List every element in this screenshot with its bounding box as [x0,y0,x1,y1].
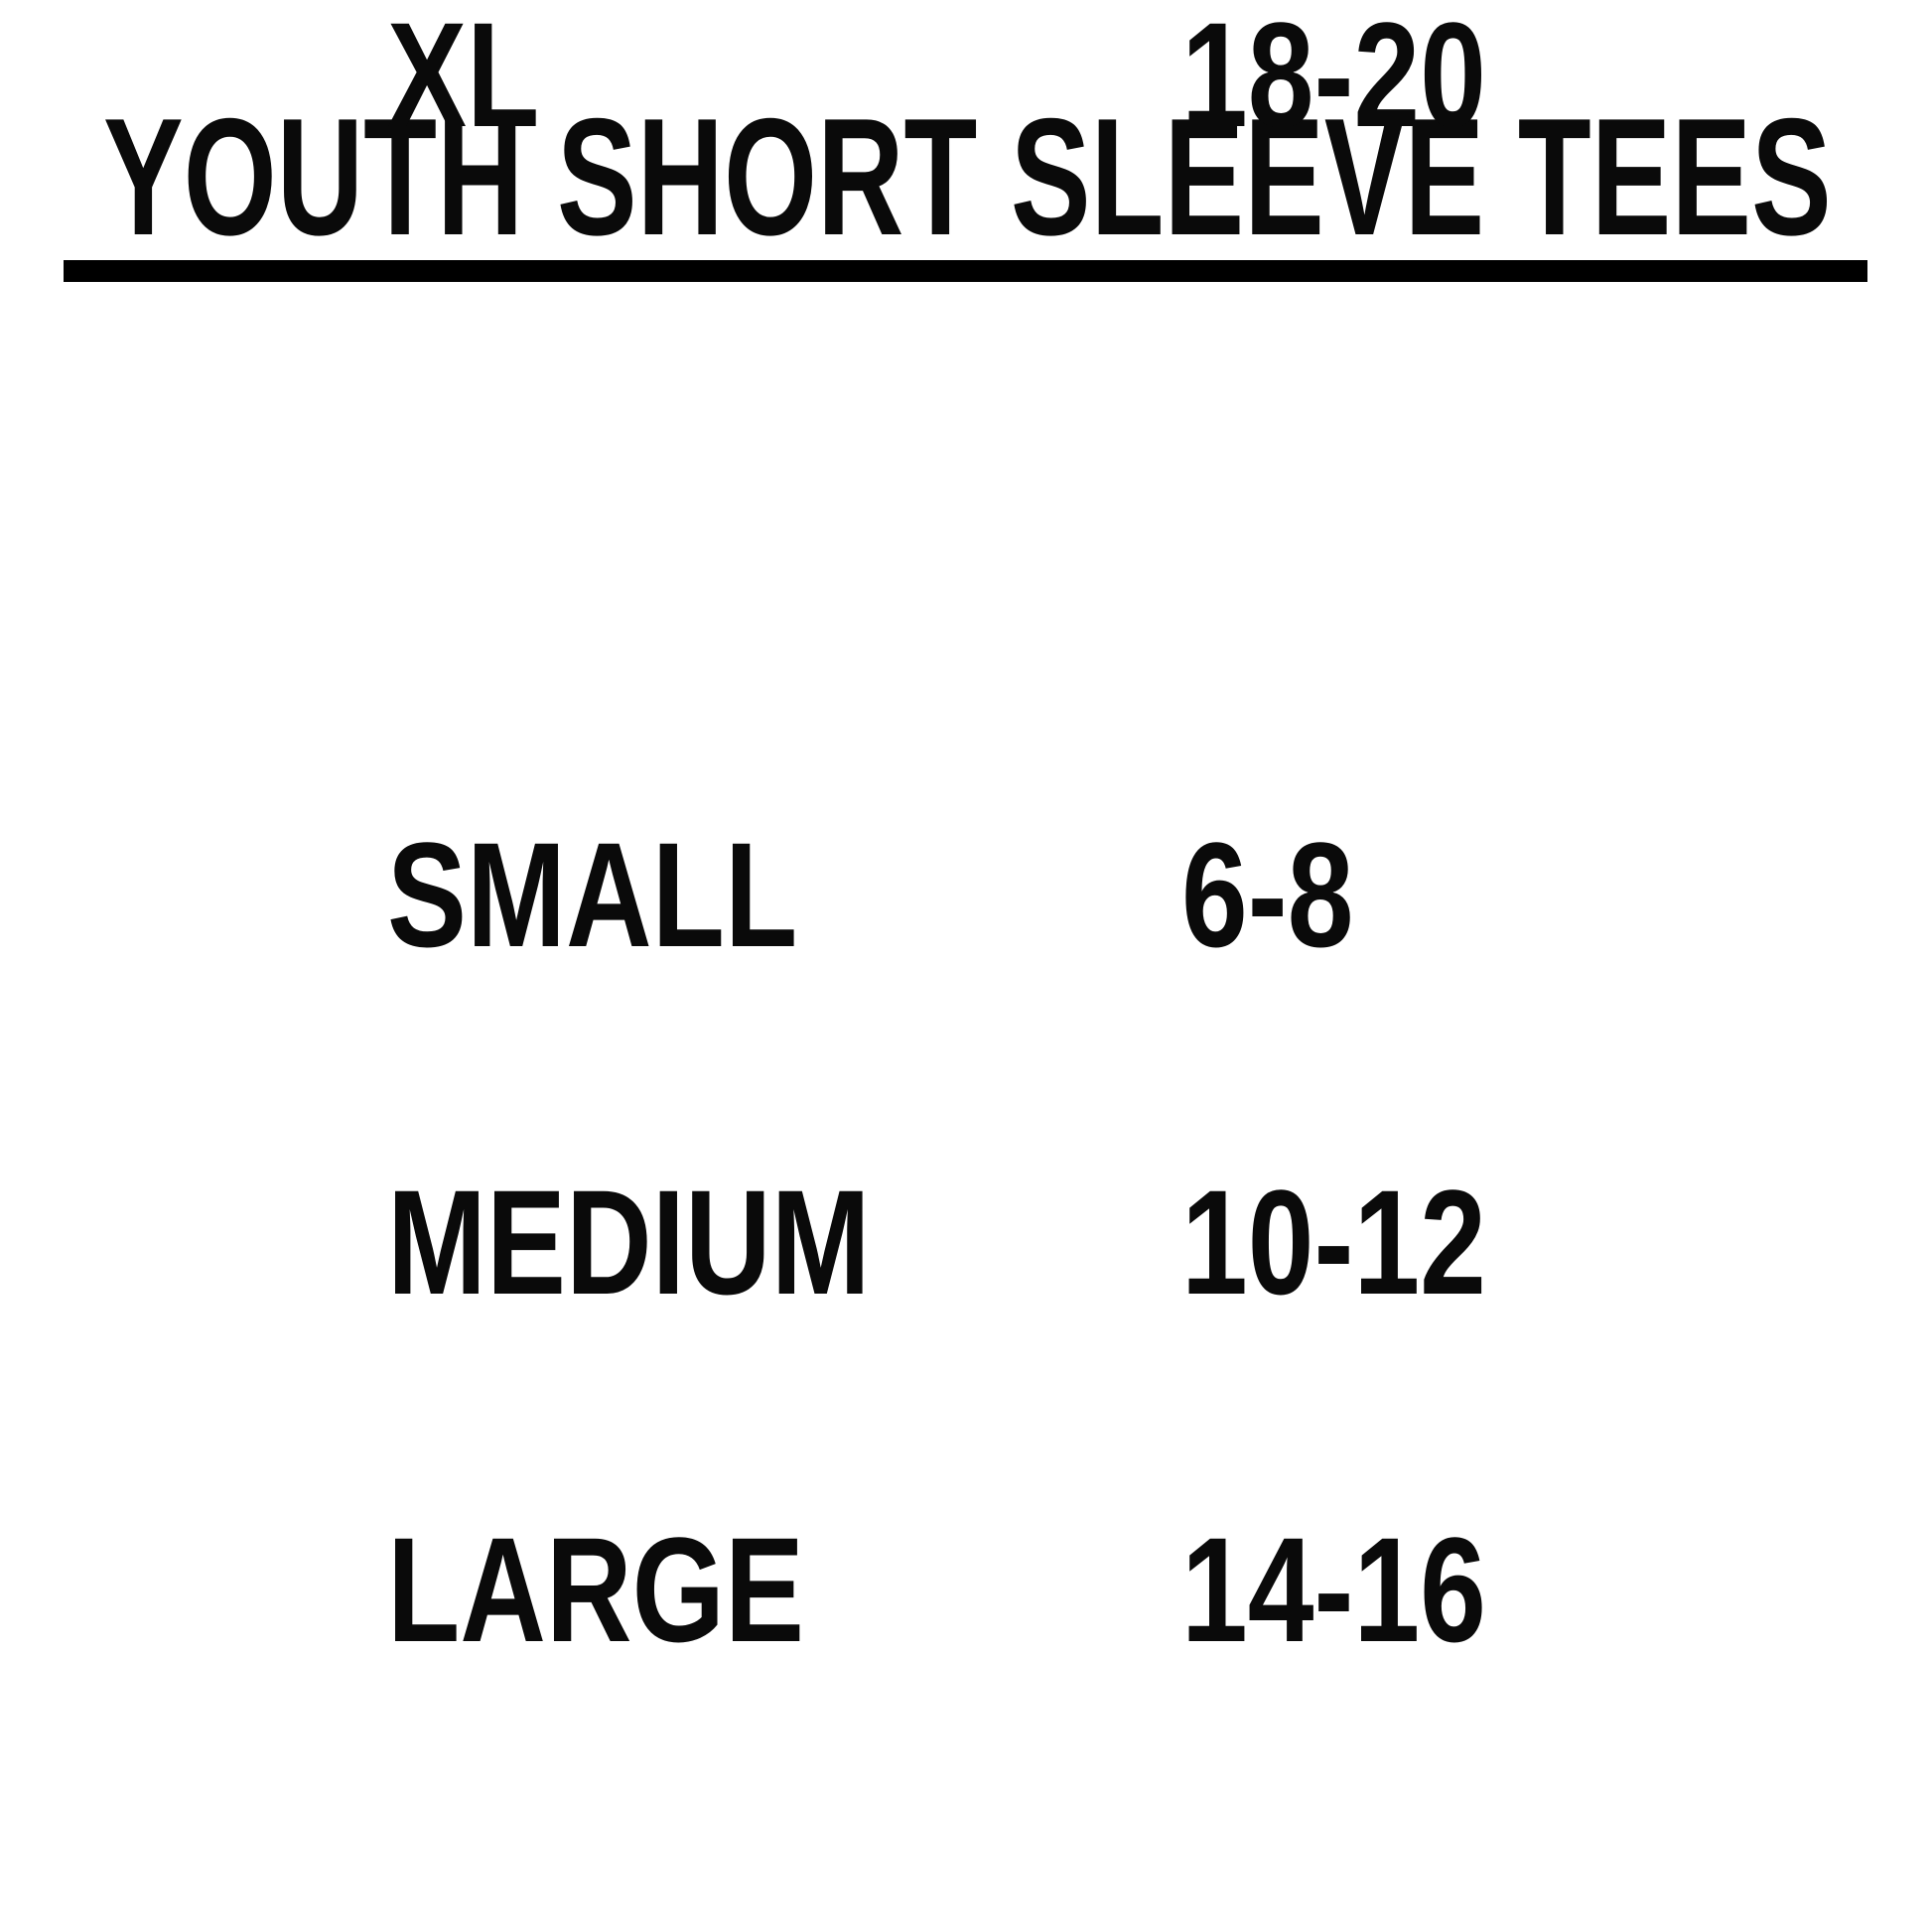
page-title: YOUTH SHORT SLEEVE TEES [103,83,1832,270]
size-label: MEDIUM [387,1159,871,1325]
size-row: LARGE 14-16 [0,1515,1932,1664]
size-range-value: 6-8 [1181,811,1354,978]
size-row: MEDIUM 10-12 [0,1168,1932,1316]
size-range-value: 18-20 [1181,0,1486,158]
size-label: LARGE [387,1506,804,1673]
size-label: SMALL [387,811,798,978]
size-label: XL [387,0,540,158]
size-range-value: 10-12 [1181,1159,1486,1325]
size-row: XL 18-20 [0,0,1932,149]
size-range-value: 14-16 [1181,1506,1486,1673]
size-row: SMALL 6-8 [0,820,1932,969]
title-underline [64,260,1867,282]
